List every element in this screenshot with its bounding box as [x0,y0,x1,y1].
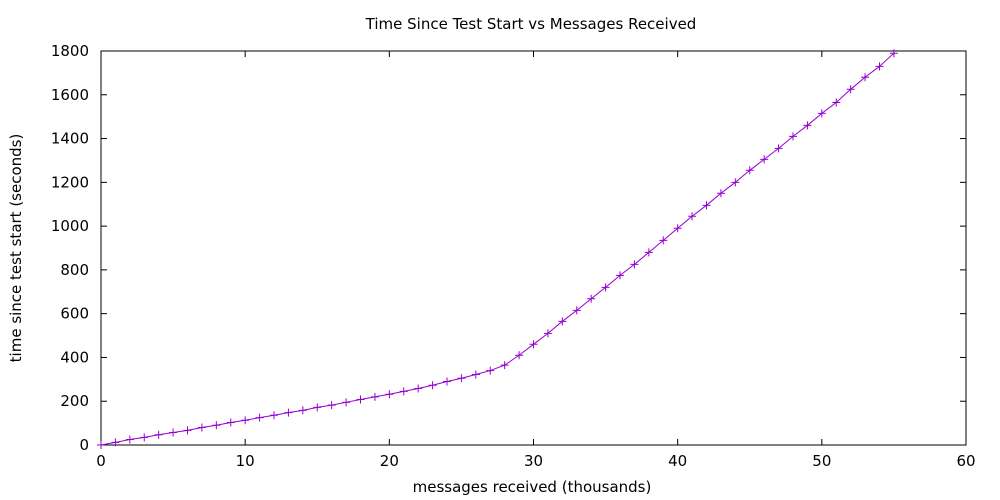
data-point [543,329,552,338]
y-tick-label: 1000 [51,217,89,235]
data-point [313,403,322,412]
data-point [673,224,682,233]
data-point [298,406,307,415]
data-point [745,166,754,175]
data-point [716,189,725,198]
data-point [385,390,394,399]
x-axis-label: messages received (thousands) [413,478,652,496]
data-point [832,98,841,107]
data-point [515,351,524,360]
data-point [399,387,408,396]
plot-frame [100,50,967,446]
data-point [630,260,639,269]
chart-title: Time Since Test Start vs Messages Receiv… [365,15,697,33]
data-point [702,201,711,210]
data-point [500,361,509,370]
x-tick-label: 20 [380,452,399,470]
data-point [572,306,581,315]
series-line [100,52,895,446]
data-point [414,384,423,393]
x-tick-label: 0 [96,452,106,470]
data-point [284,408,293,417]
data-point [688,212,697,221]
data-point [342,398,351,407]
y-tick-label: 1200 [51,173,89,191]
data-point [889,49,898,58]
data-point [370,392,379,401]
x-tick-label: 40 [668,452,687,470]
data-point [731,178,740,187]
data-point [486,366,495,375]
data-point [774,144,783,153]
series-group [97,49,898,449]
data-point [587,294,596,303]
data-point [154,430,163,439]
y-tick-label: 800 [60,261,89,279]
x-tick-label: 10 [236,452,255,470]
data-point [659,236,668,245]
data-point [529,340,538,349]
data-point [226,418,235,427]
data-point [861,73,870,82]
data-point [817,109,826,118]
data-point [644,248,653,257]
data-point [183,426,192,435]
y-tick-label: 0 [79,436,89,454]
y-tick-label: 1600 [51,86,89,104]
data-point [97,441,105,449]
data-point [428,381,437,390]
data-point [616,271,624,280]
data-point [760,155,769,164]
data-point [471,370,480,379]
y-tick-label: 200 [60,392,89,410]
data-point [327,401,336,410]
data-point [212,421,221,430]
y-axis-label: time since test start (seconds) [7,134,25,363]
data-point [789,132,797,141]
data-point [125,435,134,444]
x-tick-label: 30 [524,452,543,470]
y-tick-label: 600 [60,305,89,323]
data-point [270,411,278,420]
data-point [558,317,567,326]
data-point [356,395,365,404]
data-point [457,374,466,383]
y-tick-label: 400 [60,348,89,366]
y-tick-label: 1800 [51,42,89,60]
data-point [169,428,178,437]
y-tick-label: 1400 [51,130,89,148]
data-point [197,423,206,432]
data-point [443,377,451,386]
data-point [803,121,812,130]
x-tick-label: 50 [812,452,831,470]
data-point [601,283,610,292]
data-point [255,413,264,422]
data-point [875,62,884,71]
data-point [241,416,250,425]
axis-ticks: 0 10 20 30 40 50 60020040060080010001200140016… [51,42,976,470]
x-tick-label: 60 [956,452,975,470]
data-point [111,438,120,447]
data-point [140,433,149,442]
data-point [846,85,855,94]
